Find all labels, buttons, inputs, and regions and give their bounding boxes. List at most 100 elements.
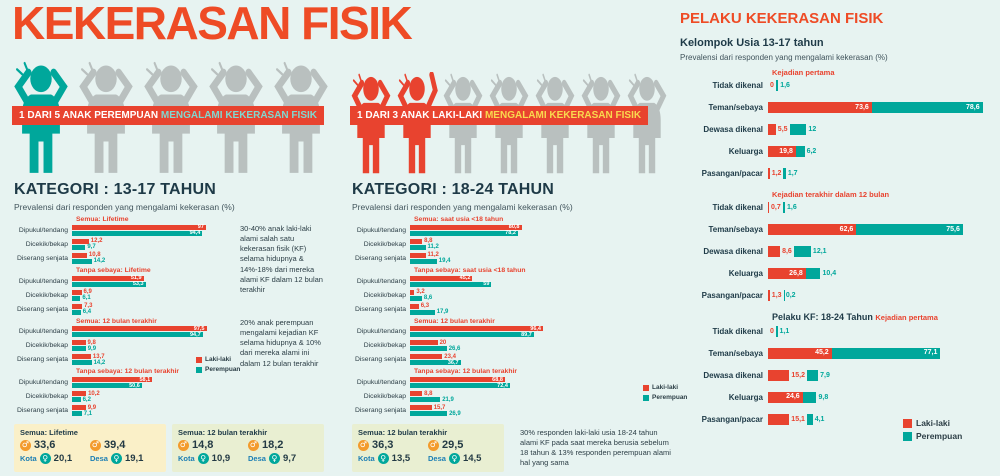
bar-laki-laki (410, 252, 426, 258)
bar-pair: 80,8 78,2 (410, 224, 564, 237)
bar-track: 14,2 (72, 258, 226, 264)
female-icon: ♀ (197, 453, 209, 464)
bar-value: 8,8 (424, 390, 433, 397)
section-label: Pelaku KF: 18-24 Tahun Kejadian pertama (772, 312, 998, 323)
legend-item-laki-laki: Laki-laki (643, 384, 687, 391)
bar-track: 51,9 (72, 275, 226, 281)
bar-pair: 58,1 50,6 (72, 377, 226, 389)
stat-value: 14,5 (462, 453, 482, 464)
bar-laki-laki (768, 413, 790, 425)
bar-pair: 20 26,6 (410, 340, 564, 352)
summary-grid: ♂ 36,3 ♂ 29,5 Kota ♀ 13,5 Desa ♀ 14,5 (358, 439, 498, 464)
bar-value: 23,4 (444, 353, 456, 360)
kota-label: Kota (178, 454, 195, 463)
desa-label: Desa (248, 454, 266, 463)
stat-value: 18,2 (262, 439, 284, 451)
bar-value: 45,2 (459, 275, 471, 282)
male-color-swatch (643, 384, 649, 391)
bar-value: 20 (439, 339, 447, 346)
bar-laki-laki (768, 124, 776, 135)
bar-value: 1,6 (780, 82, 790, 89)
perpetrator-row: Dewasa dikenal 5,5 12 (680, 124, 998, 135)
category-label: Diserang senjata (354, 305, 406, 313)
group-label: Semua: Lifetime (76, 216, 129, 223)
bar-pair: 11,2 19,4 (410, 252, 564, 265)
category-row: Dicekik/bekap 6,9 6,1 (14, 289, 226, 302)
banner-rest: MENGALAMI KEKERASAN FISIK (160, 110, 317, 121)
perpetrator-row: Tidak dikenal 0 1,1 (680, 325, 998, 337)
bar-value: 4,1 (814, 415, 825, 423)
bar-track: 10,2 (72, 390, 226, 397)
bar-value: 8,6 (423, 295, 433, 302)
bar-track: 50,6 (72, 382, 226, 389)
section-subtitle: Prevalensi dari responden yang mengalami… (352, 202, 573, 212)
bar-perempuan (410, 295, 422, 301)
bar-track: 68,8 (410, 377, 564, 383)
category-label: Teman/sebaya (708, 103, 763, 112)
legend-item-laki-laki: Laki-laki (903, 418, 962, 428)
bar-perempuan: 59 (410, 281, 492, 287)
perpetrator-row: Teman/sebaya 73,6 78,6 (680, 102, 998, 113)
stat-banner-perempuan: 1 DARI 5 ANAK PEREMPUAN MENGALAMI KEKERA… (12, 106, 324, 125)
bar-value: 9,9 (87, 345, 97, 352)
female-icon: ♀ (39, 453, 51, 464)
bar-value: 6,4 (82, 309, 92, 316)
bar-track: 20 (410, 339, 564, 346)
bar-perempuan (793, 246, 811, 257)
bar-track: 15,7 (410, 405, 564, 411)
category-label: Pasangan/pacar (701, 414, 763, 424)
bar-laki-laki (410, 238, 423, 244)
chart-legend: Laki-laki Perempuan (643, 384, 687, 401)
perpetrator-row: Pasangan/pacar 1,2 1,7 (680, 168, 998, 179)
bar-perempuan: 77,1 (831, 347, 941, 359)
category-label: Dewasa dikenal (703, 370, 763, 380)
bar-pair: 10,2 6,2 (72, 391, 226, 403)
bar-value: 10,2 (88, 390, 100, 397)
bar-perempuan (410, 411, 448, 417)
female-color-swatch (196, 366, 202, 373)
category-label: Diserang senjata (354, 254, 406, 262)
bar-perempuan (72, 346, 86, 352)
female-icon: ♀ (448, 453, 460, 464)
bar-pair: 96,4 89,7 (410, 326, 564, 338)
category-label: Dicekik/bekap (363, 393, 406, 401)
bar-value: 13,7 (92, 353, 105, 360)
category-label: Diserang senjata (16, 305, 68, 313)
bar-perempuan: 75,6 (856, 224, 963, 235)
female-icon: ♀ (110, 453, 122, 464)
bar-track: 72,4 (410, 383, 564, 389)
bar-perempuan (802, 391, 817, 403)
bar-track: 19,4 (410, 258, 564, 264)
category-label: Dicekik/bekap (25, 342, 68, 350)
bar-value: 6,3 (420, 303, 430, 310)
chart-legend: Laki-laki Perempuan (903, 418, 962, 441)
bar-perempuan (72, 360, 92, 366)
bar-value: 58,1 (139, 376, 151, 383)
bar-laki-laki (72, 289, 82, 295)
category-label: Diserang senjata (16, 254, 68, 262)
category-label: Keluarga (728, 147, 763, 156)
pelaku-subtitle: Prevalensi dari responden yang mengalami… (680, 53, 888, 62)
bar-perempuan (795, 146, 805, 157)
bar-track: 97,5 (72, 326, 226, 332)
section-label: Kejadian pertama (772, 68, 998, 77)
category-row: Diserang senjata 13,7 14,2 (14, 354, 226, 366)
bar-laki-laki (768, 290, 770, 301)
bar-value: 12,1 (812, 248, 827, 255)
bar-value: 8,6 (782, 248, 792, 255)
bar-value: 45,2 (815, 349, 829, 357)
bar-value: 1,2 (771, 170, 782, 177)
bar-pair: 6,3 17,9 (410, 303, 564, 316)
bar-value: 50,6 (129, 382, 140, 389)
summary-box-lifetime: Semua: Lifetime ♂ 33,6 ♂ 39,4 Kota ♀ 20,… (14, 424, 166, 472)
bar-track: 6,9 (72, 289, 226, 295)
bar-value: 9,8 (87, 339, 96, 346)
bar-track: 0,7 1,6 (768, 202, 998, 213)
bar-perempuan: 94,7 (72, 332, 203, 338)
bar-track: 11,2 (410, 244, 564, 250)
note-perempuan: 20% anak perempuan mengalami kejadian KF… (240, 318, 321, 368)
bar-value: 1,7 (787, 170, 798, 177)
bar-track: 13,7 (72, 353, 226, 360)
category-row: Dipukul/tendang 51,9 53,3 (14, 275, 226, 288)
bar-value: 78,2 (505, 230, 516, 237)
